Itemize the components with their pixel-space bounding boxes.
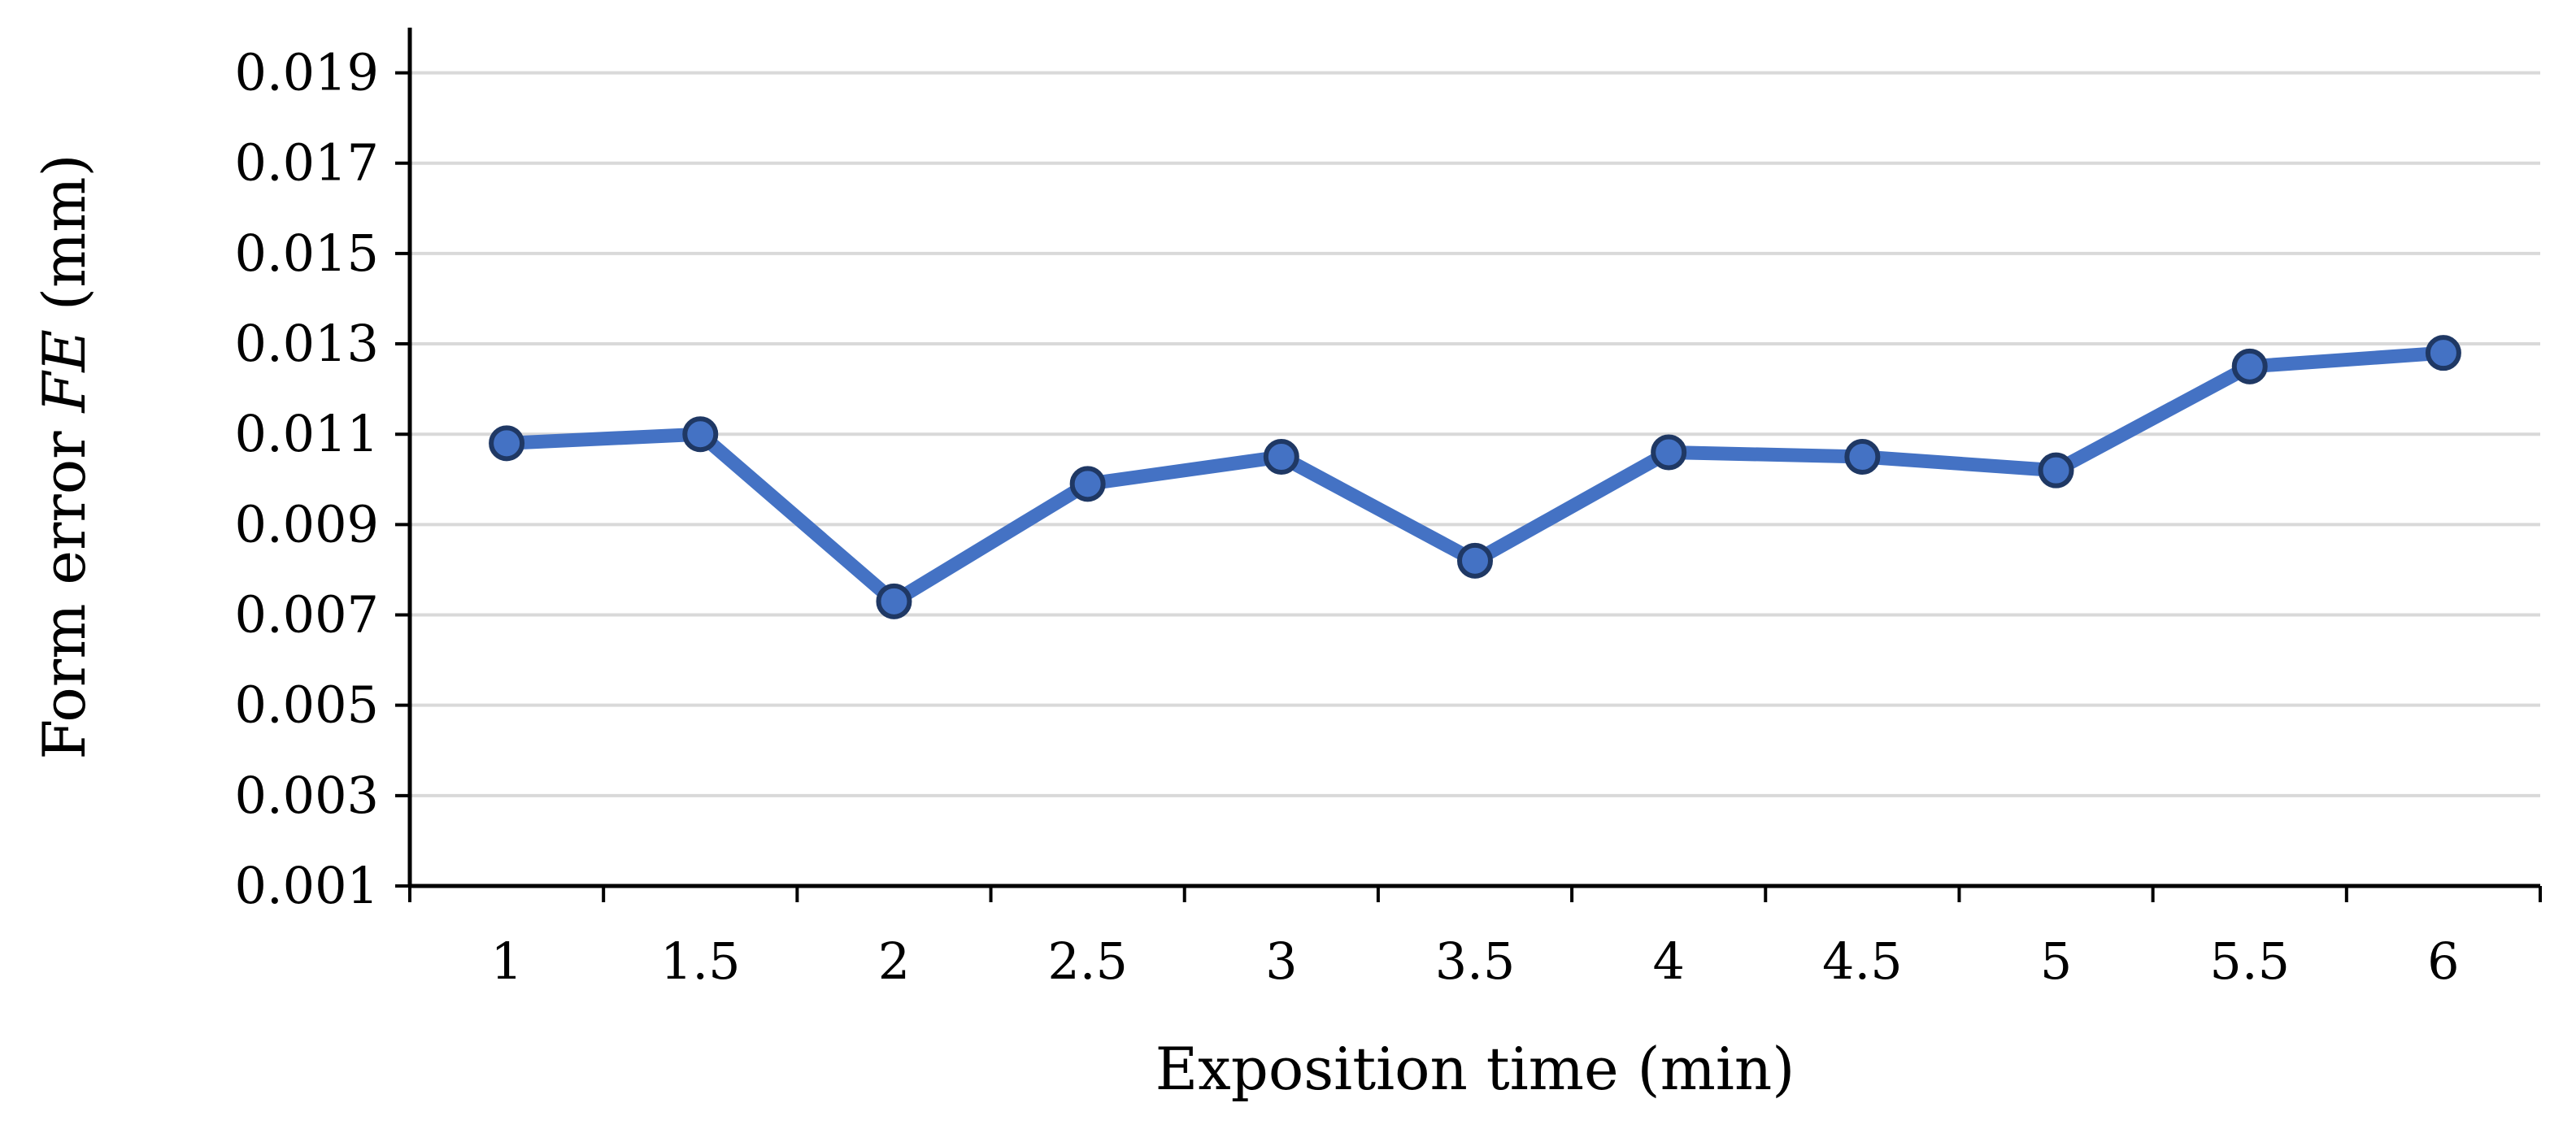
data-point: [2038, 452, 2074, 489]
x-tick-label: 5.5: [2209, 931, 2290, 991]
data-point: [2231, 348, 2268, 384]
x-tick-label: 4.5: [1822, 931, 1903, 991]
x-tick-label: 2.5: [1047, 931, 1128, 991]
y-tick-label: 0.017: [235, 133, 380, 193]
x-tick-label: 5: [2040, 931, 2072, 991]
data-point: [876, 583, 912, 619]
x-tick-label: 3.5: [1435, 931, 1516, 991]
data-point: [1263, 439, 1299, 475]
x-tick-label: 3: [1265, 931, 1297, 991]
y-axis-title-symbol: FE: [30, 329, 98, 415]
y-tick-label: 0.003: [235, 766, 380, 825]
data-point: [1651, 434, 1687, 471]
y-tick-label: 0.007: [235, 585, 380, 645]
data-point: [489, 425, 525, 462]
x-tick-label: 2: [878, 931, 910, 991]
data-point: [2425, 335, 2461, 371]
y-tick-label: 0.011: [235, 404, 380, 463]
series: [489, 335, 2461, 619]
x-tick-label: 1: [490, 931, 522, 991]
x-tick-labels: 1 1.5 2 2.5 3 3.5 4 4.5 5 5.5 6: [490, 931, 2459, 991]
y-tick-label: 0.015: [235, 224, 380, 283]
x-tick-label: 1.5: [660, 931, 741, 991]
y-tick-label: 0.009: [235, 494, 380, 554]
y-tick-label: 0.005: [235, 675, 380, 735]
gridlines: [410, 71, 2540, 797]
x-tick-label: 4: [1652, 931, 1684, 991]
y-tick-labels: 0.001 0.003 0.005 0.007 0.009 0.011 0.013 0.015…: [235, 43, 380, 915]
x-tick-label: 6: [2427, 931, 2459, 991]
y-tick-label: 0.013: [235, 314, 380, 373]
data-point: [1457, 542, 1493, 579]
data-point: [1069, 466, 1106, 502]
y-tick-label: 0.019: [235, 43, 380, 102]
y-axis-title-suffix: (mm): [30, 154, 98, 329]
y-axis-title: Form error FE (mm): [30, 154, 98, 759]
axes: [395, 28, 2542, 902]
data-point: [1844, 439, 1881, 475]
y-tick-label: 0.001: [235, 856, 380, 915]
x-axis-title: Exposition time (min): [1155, 1035, 1795, 1103]
data-point: [682, 416, 719, 453]
y-axis-title-prefix: Form error: [30, 413, 98, 760]
